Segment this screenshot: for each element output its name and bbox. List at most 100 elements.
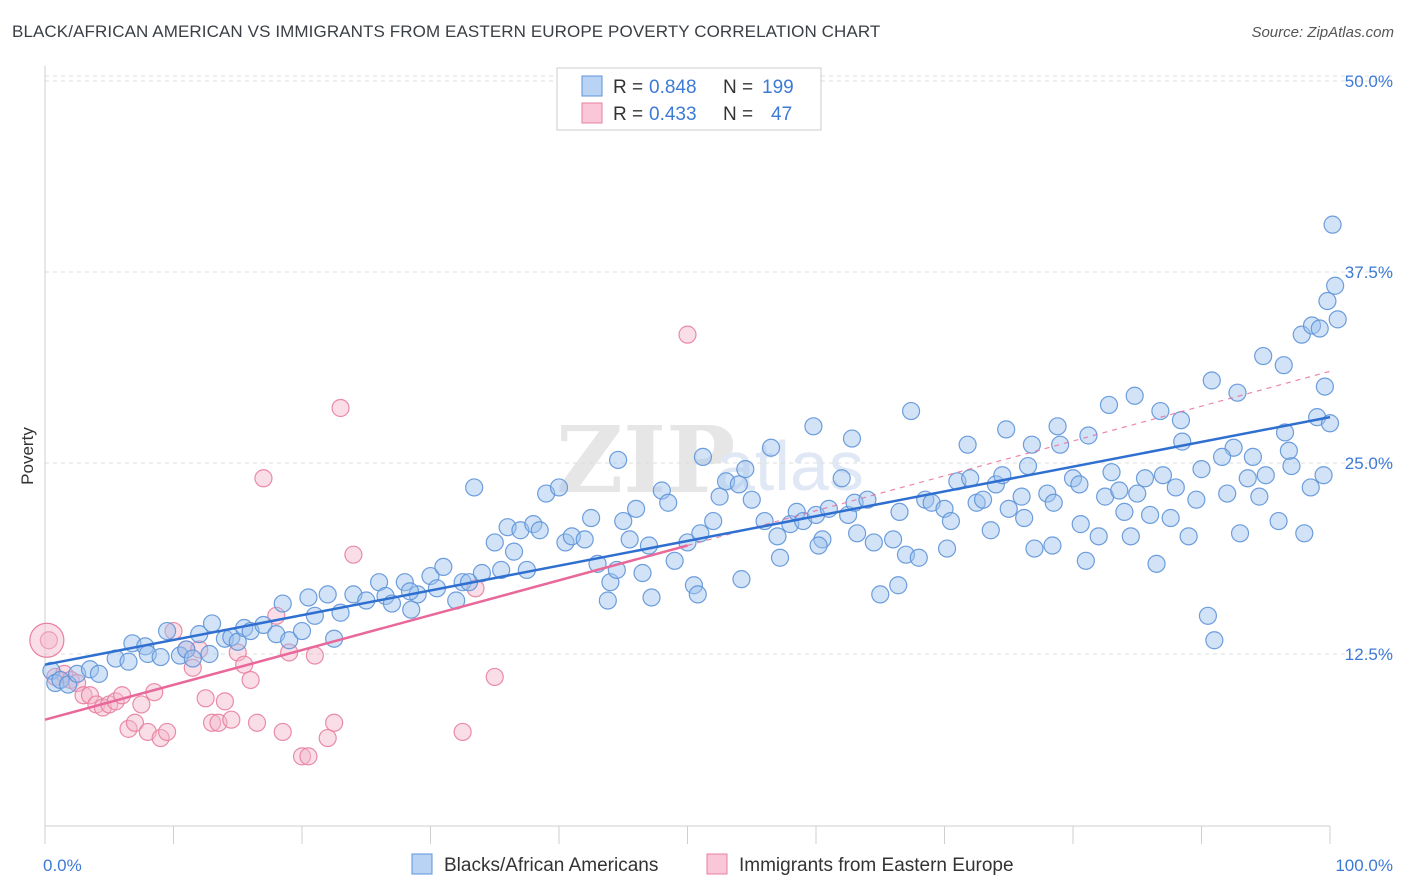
blue-point-6 [89, 664, 109, 683]
blue-point-98 [871, 585, 890, 604]
pink-point-39 [318, 728, 337, 748]
legend: R = 0.848 N = 199 R = 0.433 N = 47 [556, 67, 822, 131]
blue-point-32 [318, 585, 337, 604]
legend-swatch-blue [581, 75, 603, 97]
blue-point-140 [1230, 524, 1250, 543]
bottom-legend-label-blue: Blacks/African Americans [444, 855, 658, 876]
blue-point-30 [299, 588, 318, 607]
bottom-legend-swatch-pink [706, 853, 728, 875]
blue-point-144 [1269, 511, 1288, 531]
blue-point-116 [1025, 539, 1044, 558]
blue-point-81 [729, 475, 749, 494]
blue-point-45 [434, 557, 453, 577]
blue-point-62 [575, 530, 594, 549]
trend-lines [44, 370, 1331, 721]
pink-point-26 [215, 692, 234, 711]
blue-point-69 [626, 499, 646, 518]
blue-point-70 [633, 563, 652, 583]
legend-n-label-pink: N = [723, 104, 753, 125]
blue-point-190 [981, 521, 1000, 540]
blue-point-125 [1102, 463, 1121, 482]
blue-point-129 [1140, 505, 1160, 525]
pink-point-32 [254, 469, 273, 488]
blue-point-183 [1187, 490, 1206, 509]
chart-source: Source: ZipAtlas.com [1251, 24, 1394, 41]
blue-point-93 [832, 469, 851, 488]
pink-point-13 [125, 713, 145, 732]
blue-point-68 [620, 530, 639, 549]
blue-point-15 [177, 640, 196, 659]
pink-point-43 [453, 722, 472, 742]
blue-point-16 [183, 649, 202, 668]
blue-point-136 [1198, 606, 1218, 625]
blue-point-162 [1048, 417, 1067, 436]
pink-trend-line [44, 544, 688, 721]
pink-point-0 [39, 631, 58, 650]
blue-point-123 [1089, 527, 1108, 546]
blue-point-177 [1326, 276, 1345, 295]
blue-point-113 [999, 499, 1018, 518]
blue-point-157 [842, 429, 862, 448]
legend-n-value-pink: 47 [771, 104, 792, 125]
blue-point-86 [768, 527, 787, 546]
chart-title: BLACK/AFRICAN AMERICAN VS IMMIGRANTS FRO… [12, 22, 881, 41]
blue-point-79 [710, 487, 729, 506]
blue-point-181 [1238, 469, 1257, 488]
blue-point-78 [704, 511, 723, 531]
pink-point-38 [305, 646, 324, 665]
blue-point-147 [1295, 524, 1314, 543]
legend-r-value-pink: 0.433 [649, 104, 697, 125]
blue-point-12 [151, 647, 170, 667]
blue-series-points [42, 215, 1347, 694]
blue-point-195 [770, 548, 790, 567]
blue-point-174 [1310, 319, 1329, 338]
pink-point-42 [344, 545, 363, 564]
blue-point-158 [901, 401, 921, 421]
blue-point-71 [639, 536, 659, 555]
blue-point-176 [1323, 215, 1342, 234]
blue-point-178 [1328, 310, 1347, 329]
blue-point-152 [400, 582, 420, 601]
grid-lines [45, 75, 1392, 655]
x-tick-labels: 0.0% 100.0% [43, 856, 1393, 875]
legend-n-label-blue: N = [723, 77, 753, 98]
blue-point-159 [958, 435, 977, 454]
blue-point-76 [684, 576, 704, 595]
pink-point-23 [196, 689, 215, 708]
blue-point-155 [693, 447, 713, 466]
blue-point-142 [1250, 487, 1269, 506]
blue-point-163 [1079, 426, 1098, 445]
blue-point-130 [1147, 554, 1166, 573]
pink-point-22 [190, 640, 209, 659]
watermark-zip: ZIP [556, 406, 735, 514]
blue-point-117 [1038, 484, 1057, 503]
blue-point-138 [1218, 484, 1237, 503]
blue-point-57 [530, 521, 549, 540]
blue-point-40 [395, 573, 414, 592]
blue-point-175 [1318, 291, 1337, 311]
blue-point-121 [1070, 475, 1089, 494]
blue-point-168 [1202, 371, 1221, 390]
blue-point-51 [492, 560, 511, 580]
blue-point-114 [1012, 487, 1031, 506]
blue-point-122 [1076, 551, 1095, 570]
blue-point-8 [119, 652, 138, 671]
blue-point-134 [1179, 527, 1198, 546]
blue-point-156 [804, 417, 823, 436]
blue-point-165 [1125, 386, 1144, 405]
blue-point-143 [1256, 466, 1275, 485]
blue-point-166 [1151, 401, 1170, 421]
blue-point-59 [549, 478, 569, 497]
pink-point-41 [331, 398, 350, 418]
legend-swatch-pink [581, 102, 603, 124]
blue-point-184 [1161, 508, 1180, 528]
blue-point-50 [485, 533, 504, 552]
pink-point-large [29, 622, 65, 658]
blue-point-188 [1043, 536, 1062, 555]
blue-point-53 [504, 542, 524, 561]
y-axis-label: Poverty [18, 427, 37, 485]
blue-point-172 [1292, 325, 1311, 344]
blue-point-198 [642, 588, 661, 607]
blue-point-196 [732, 570, 751, 589]
